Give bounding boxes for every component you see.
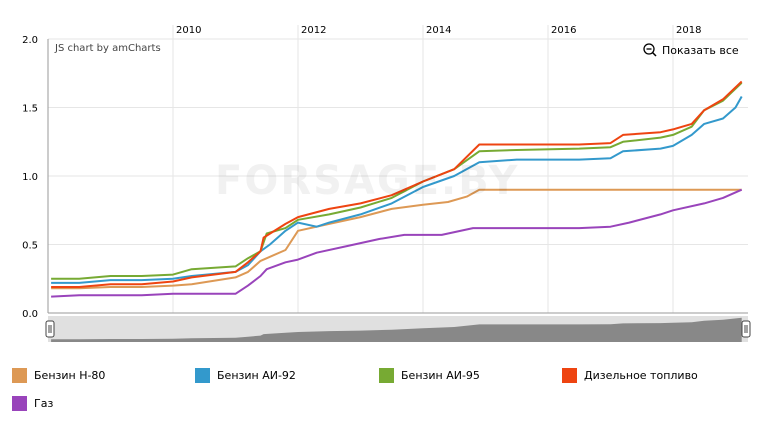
y-tick-label: 0.0 [22, 309, 38, 320]
legend-item[interactable]: Бензин Н-80 [12, 368, 105, 383]
zoom-out-icon [643, 43, 657, 57]
legend-swatch [12, 368, 27, 383]
legend-swatch [12, 396, 27, 411]
scrollbar-handle-right[interactable] [741, 320, 751, 338]
legend-swatch [562, 368, 577, 383]
x-tick-label: 2016 [551, 25, 576, 36]
x-tick-label: 2014 [426, 25, 451, 36]
legend-item[interactable]: Газ [12, 396, 53, 411]
legend-label: Дизельное топливо [584, 369, 698, 382]
legend-label: Бензин АИ-92 [217, 369, 296, 382]
legend-swatch [379, 368, 394, 383]
show-all-label: Показать все [662, 43, 739, 57]
legend-item[interactable]: Бензин АИ-95 [379, 368, 480, 383]
x-tick-label: 2010 [176, 25, 201, 36]
y-tick-label: 0.5 [22, 241, 38, 252]
legend-item[interactable]: Дизельное топливо [562, 368, 698, 383]
series-line[interactable] [51, 80, 743, 288]
series-line[interactable] [51, 96, 743, 284]
legend: Бензин Н-80 Бензин АИ-92 Бензин АИ-95 Дизел… [12, 368, 762, 418]
legend-label: Бензин АИ-95 [401, 369, 480, 382]
y-tick-label: 2.0 [22, 35, 38, 46]
series-line[interactable] [51, 82, 743, 280]
legend-label: Бензин Н-80 [34, 369, 106, 382]
x-tick-label: 2012 [301, 25, 326, 36]
legend-label: Газ [34, 397, 54, 410]
watermark: FORSAGE.BY [215, 158, 520, 204]
chart-svg: 0.0 0.5 1.0 1.5 2.0 2010 2012 2014 2016 2018 [22, 25, 751, 342]
series-line[interactable] [51, 188, 742, 290]
y-tick-label: 1.5 [22, 104, 38, 115]
scrollbar-preview [51, 317, 742, 342]
scrollbar-handle-left[interactable] [45, 320, 55, 338]
series-line[interactable] [51, 188, 743, 298]
show-all-button[interactable]: Показать все [643, 43, 739, 57]
x-tick-label: 2018 [676, 25, 701, 36]
chart-credit[interactable]: JS chart by amCharts [55, 43, 161, 54]
legend-item[interactable]: Бензин АИ-92 [195, 368, 296, 383]
legend-swatch [195, 368, 210, 383]
chart-area: 0.0 0.5 1.0 1.5 2.0 2010 2012 2014 2016 2018 JS c… [22, 25, 751, 342]
y-tick-label: 1.0 [22, 172, 38, 183]
